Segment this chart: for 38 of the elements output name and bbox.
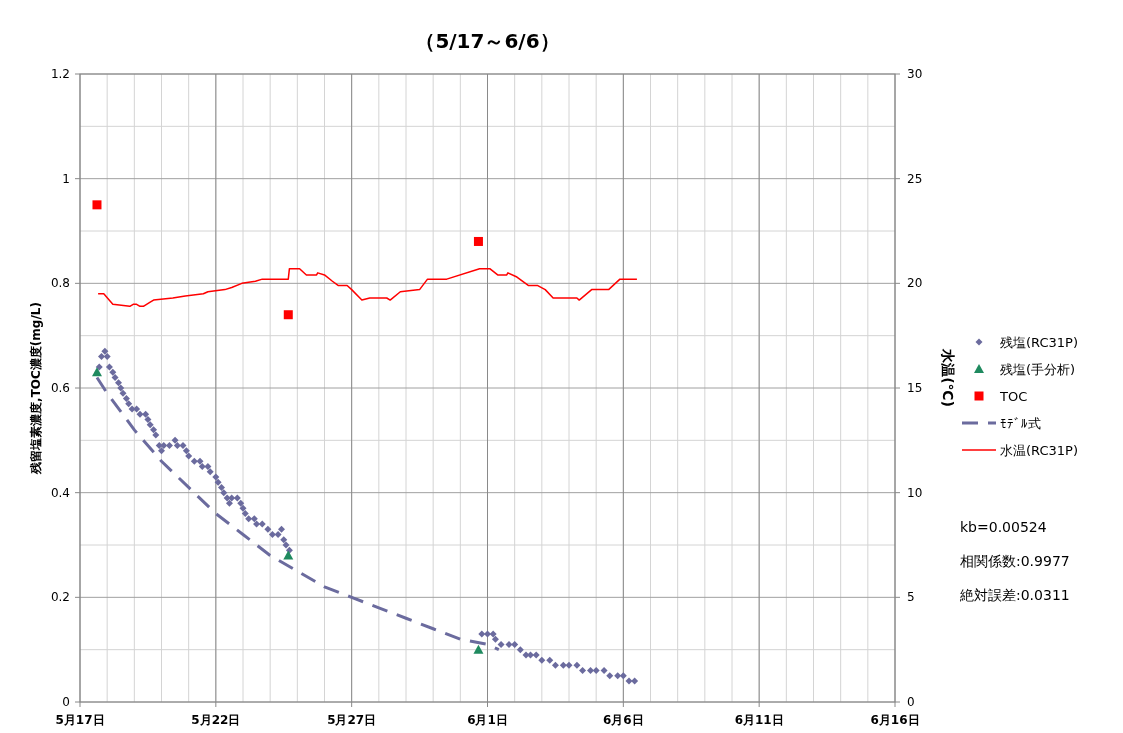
x-tick-label: 6月1日 (467, 713, 508, 727)
legend-label: ﾓﾃﾞﾙ式 (1000, 416, 1041, 431)
point (283, 550, 294, 560)
x-tick-label: 5月22日 (191, 713, 241, 727)
legend-label: TOC (999, 389, 1028, 404)
x-tick-label: 6月16日 (870, 713, 920, 727)
point (473, 644, 484, 654)
y2-tick-label: 25 (907, 171, 923, 186)
legend-label: 水温(RC31P) (1000, 443, 1078, 458)
text: 絶対誤差:0.0311 (959, 587, 1070, 603)
y2-tick-label: 5 (907, 590, 915, 605)
y2-axis-title: 水温(℃) (940, 348, 956, 407)
chart-title: （5/17～6/6） (415, 29, 560, 53)
x-tick-label: 5月27日 (327, 713, 377, 727)
y-tick-label: 0.8 (50, 276, 70, 291)
text: 相関係数:0.9977 (960, 553, 1070, 569)
y-tick-label: 1 (62, 171, 70, 186)
x-tick-label: 6月11日 (734, 713, 784, 727)
legend-label: 残塩(手分析) (1000, 362, 1076, 377)
x-tick-label: 6月6日 (602, 713, 644, 727)
y2-tick-label: 20 (907, 276, 923, 291)
y2-tick-label: 15 (907, 381, 923, 395)
y-tick-label: 0.2 (50, 590, 70, 605)
point (283, 310, 293, 320)
point (92, 200, 102, 210)
text: kb=0.00524 (960, 519, 1047, 535)
y2-tick-label: 10 (907, 485, 923, 500)
y-tick-label: 0 (62, 695, 70, 709)
y-tick-label: 1.2 (50, 67, 70, 81)
point (473, 236, 483, 246)
y-tick-label: 0.4 (50, 485, 70, 500)
y-axis-title: 残留塩素濃度,TOC濃度(mg/L) (29, 302, 43, 475)
y2-tick-label: 30 (907, 67, 923, 81)
legend-label: 残塩(RC31P) (1000, 335, 1078, 350)
y-tick-label: 0.6 (50, 381, 70, 395)
x-tick-label: 5月17日 (55, 713, 105, 727)
point (91, 367, 102, 377)
y2-tick-label: 0 (907, 695, 915, 709)
